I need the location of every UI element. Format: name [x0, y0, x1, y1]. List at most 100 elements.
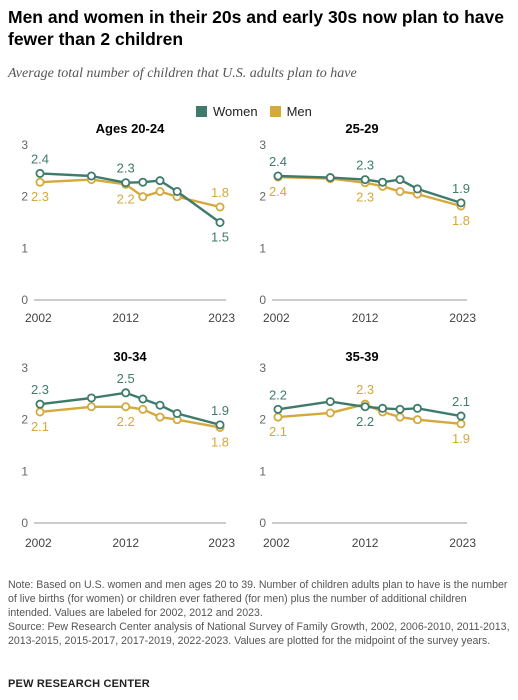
x-tick-label: 2002 — [25, 311, 52, 325]
data-point-men — [395, 186, 405, 196]
y-tick-label: 0 — [21, 516, 28, 530]
y-tick-label: 1 — [259, 464, 266, 478]
data-label-women: 2.3 — [31, 382, 49, 397]
data-label-women: 2.2 — [356, 414, 374, 429]
data-point-women — [412, 184, 422, 194]
data-label-men: 1.8 — [452, 213, 470, 228]
panel-title: 25-29 — [345, 121, 378, 136]
legend-swatch-men — [269, 106, 281, 117]
data-point-women — [215, 420, 225, 430]
data-label-women: 2.2 — [269, 387, 287, 402]
data-point-women — [172, 408, 182, 418]
data-point-men — [155, 412, 165, 422]
chart-panel-2: 30-34 0 1 2 3 2002 2012 2023 2.3 2.5 1.9 2.1 2.2 1.8 — [21, 349, 235, 550]
data-label-men: 2.3 — [31, 189, 49, 204]
data-point-women — [360, 402, 370, 412]
data-point-women — [86, 393, 96, 403]
data-point-women — [121, 388, 131, 398]
data-label-men: 2.4 — [269, 184, 287, 199]
data-point-women — [138, 177, 148, 187]
data-label-men: 2.1 — [31, 419, 49, 434]
data-point-women — [86, 171, 96, 181]
data-label-women: 2.3 — [117, 161, 135, 176]
data-point-women — [360, 175, 370, 185]
legend-swatch-women — [196, 106, 207, 117]
data-label-women: 1.5 — [211, 230, 229, 245]
data-point-women — [325, 173, 335, 183]
data-point-men — [155, 186, 165, 196]
panel-title: Ages 20-24 — [96, 121, 165, 136]
y-tick-label: 2 — [21, 413, 28, 427]
data-point-men — [121, 402, 131, 412]
x-tick-label: 2023 — [449, 536, 476, 550]
data-point-men — [86, 402, 96, 412]
data-point-women — [273, 404, 283, 414]
data-point-men — [395, 412, 405, 422]
y-tick-label: 1 — [21, 241, 28, 255]
source-text: Source: Pew Research Center analysis of … — [8, 621, 510, 647]
y-tick-label: 0 — [259, 293, 266, 307]
y-tick-label: 2 — [259, 413, 266, 427]
legend-item-women: Women — [196, 104, 258, 119]
legend: Women Men — [196, 104, 324, 119]
data-point-women — [325, 397, 335, 407]
data-label-women: 2.4 — [269, 154, 287, 169]
data-point-men — [138, 192, 148, 202]
data-point-women — [273, 171, 283, 181]
panel-title: 30-34 — [113, 349, 147, 364]
data-point-women — [155, 176, 165, 186]
data-label-men: 1.8 — [211, 185, 229, 200]
data-point-women — [138, 394, 148, 404]
x-tick-label: 2012 — [112, 311, 139, 325]
x-tick-label: 2012 — [352, 536, 379, 550]
x-tick-label: 2023 — [208, 311, 235, 325]
data-label-women: 1.9 — [211, 403, 229, 418]
data-point-women — [395, 175, 405, 185]
y-tick-label: 1 — [21, 464, 28, 478]
chart-panel-3: 35-39 0 1 2 3 2002 2012 2023 2.2 2.2 2.1 2.1 2.3 1.9 — [259, 349, 476, 550]
data-point-women — [121, 178, 131, 188]
x-tick-label: 2002 — [263, 536, 290, 550]
legend-label-women: Women — [213, 104, 258, 119]
data-point-women — [378, 403, 388, 413]
data-label-women: 2.5 — [117, 371, 135, 386]
data-label-women: 2.3 — [356, 158, 374, 173]
data-point-men — [273, 412, 283, 422]
data-label-men: 1.8 — [211, 434, 229, 449]
x-tick-label: 2023 — [449, 311, 476, 325]
data-point-men — [35, 177, 45, 187]
y-tick-label: 0 — [259, 516, 266, 530]
data-label-men: 1.9 — [452, 431, 470, 446]
data-label-women: 2.4 — [31, 151, 49, 166]
y-tick-label: 3 — [21, 361, 28, 375]
chart-panel-1: 25-29 0 1 2 3 2002 2012 2023 2.4 2.3 1.9 2.4 2.3 1.8 — [259, 121, 476, 325]
footer-brand: PEW RESEARCH CENTER — [8, 678, 150, 690]
y-tick-label: 3 — [259, 138, 266, 152]
x-tick-label: 2023 — [208, 536, 235, 550]
data-point-men — [325, 408, 335, 418]
x-tick-label: 2012 — [352, 311, 379, 325]
legend-label-men: Men — [286, 104, 312, 119]
y-tick-label: 3 — [21, 138, 28, 152]
data-point-men — [138, 404, 148, 414]
data-point-women — [378, 177, 388, 187]
data-point-men — [215, 202, 225, 212]
data-point-women — [456, 411, 466, 421]
legend-item-men: Men — [269, 104, 312, 119]
y-tick-label: 2 — [259, 190, 266, 204]
x-tick-label: 2002 — [263, 311, 290, 325]
data-label-men: 2.2 — [117, 414, 135, 429]
data-point-women — [215, 217, 225, 227]
data-label-women: 2.1 — [452, 394, 470, 409]
data-point-women — [35, 168, 45, 178]
chart-title: Men and women in their 20s and early 30s… — [8, 7, 504, 49]
data-point-women — [395, 404, 405, 414]
note-block: Note: Based on U.S. women and men ages 2… — [8, 578, 513, 648]
data-label-men: 2.3 — [356, 190, 374, 205]
y-tick-label: 0 — [21, 293, 28, 307]
data-point-men — [35, 407, 45, 417]
data-label-women: 1.9 — [452, 181, 470, 196]
chart-panel-0: Ages 20-24 0 1 2 3 2002 2012 2023 2.4 2.3 1.5 2.3 2.… — [21, 121, 235, 325]
data-label-men: 2.3 — [356, 382, 374, 397]
